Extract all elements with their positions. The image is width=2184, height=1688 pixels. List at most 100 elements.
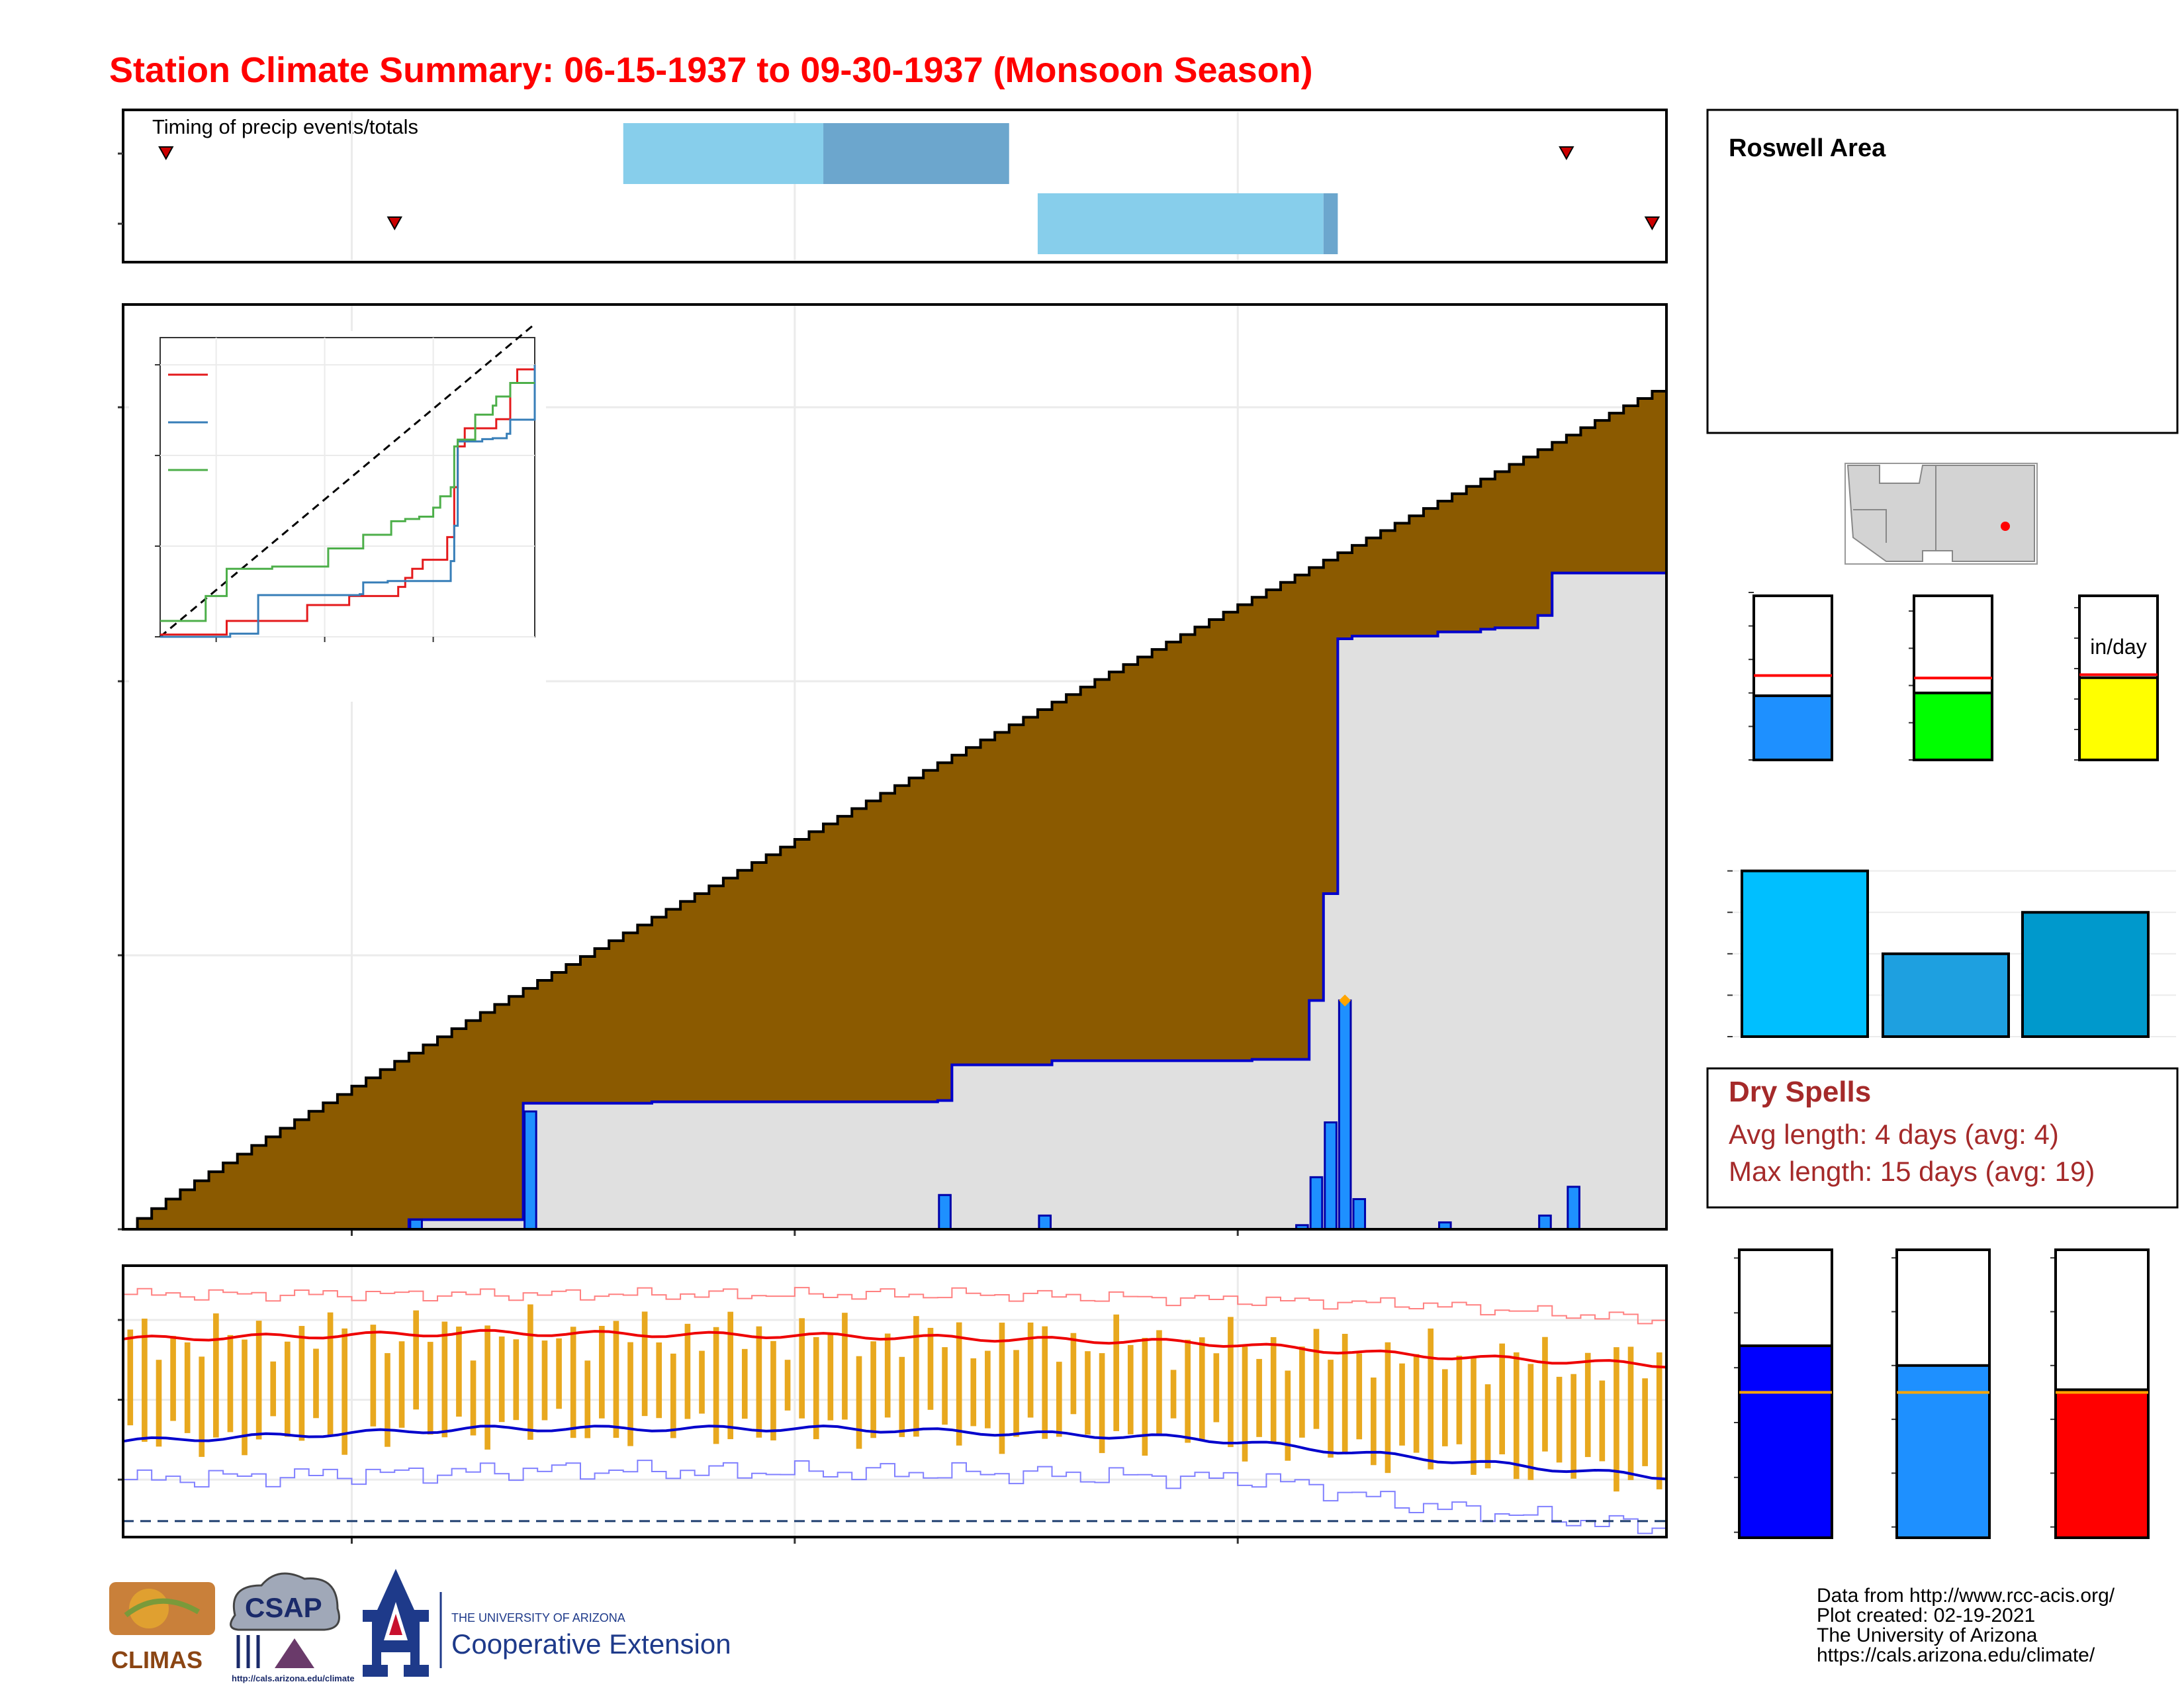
daily-temp-bar [756, 1326, 762, 1438]
daily-temp-bar [527, 1304, 533, 1440]
dry-spells-line-1: Avg length: 4 days (avg: 4) [1729, 1119, 2059, 1150]
daily-precip-bar [409, 1219, 423, 1231]
psum-value-unit: in/day [2090, 635, 2146, 659]
daily-temp-bar [284, 1341, 291, 1437]
inset-series-1935 [160, 365, 536, 636]
inset-series-1937 [160, 365, 536, 638]
footer-credits: Data from http://www.rcc-acis.org/ Plot … [1817, 1585, 2115, 1666]
daily-temp-bar [727, 1311, 734, 1440]
dry-spells-box: Dry Spells Avg length: 4 days (avg: 4) M… [1706, 1067, 2179, 1209]
daily-temp-bar [970, 1358, 977, 1427]
daily-temp-bar [1328, 1360, 1334, 1458]
precip-events-panel [1727, 861, 2184, 1039]
daily-temp-bar [1042, 1326, 1048, 1439]
daily-temp-bar [784, 1360, 791, 1411]
daily-temp-bar [942, 1347, 948, 1425]
page-title: Station Climate Summary: 06-15-1937 to 0… [109, 50, 1313, 90]
daily-temp-bar [1342, 1333, 1348, 1454]
daily-temp-bar [441, 1321, 448, 1438]
daily-temp-bar [1656, 1352, 1662, 1489]
precip-frame [122, 303, 1668, 1231]
tsum-bar-t-max [2054, 1388, 2150, 1539]
daily-temp-bar [242, 1339, 248, 1456]
daily-temp-bar [1285, 1370, 1291, 1461]
daily-temp-bar [1270, 1336, 1277, 1442]
daily-temp-bar [1099, 1353, 1105, 1454]
daily-temp-bar [913, 1316, 919, 1437]
psum-bar-intensity [2078, 676, 2159, 761]
daily-temp-bar [1627, 1346, 1634, 1480]
daily-temp-bar [413, 1310, 419, 1410]
dry-spells-line-2: Max length: 15 days (avg: 19) [1729, 1156, 2095, 1187]
daily-temp-bar [227, 1335, 234, 1432]
psum-bar-precip [1752, 694, 1833, 762]
daily-temp-bar [1484, 1384, 1491, 1469]
station-location-dot [2001, 522, 2010, 531]
daily-temp-bar [741, 1348, 748, 1419]
daily-temp-bar [656, 1342, 662, 1419]
daily-temp-bar [1056, 1362, 1062, 1437]
daily-temp-bar [427, 1342, 433, 1435]
timing-first-marker [387, 216, 402, 231]
daily-temp-bar [799, 1318, 805, 1419]
daily-temp-bar [1228, 1317, 1234, 1448]
ua-line-2: Cooperative Extension [451, 1628, 731, 1660]
daily-temp-bar [842, 1313, 848, 1420]
daily-temp-bar [341, 1328, 348, 1455]
daily-temp-bar [956, 1322, 962, 1446]
daily-precip-bar [1352, 1197, 1367, 1231]
daily-temp-bar [398, 1341, 405, 1428]
station-frame [1706, 109, 2179, 434]
daily-temp-bar [1441, 1369, 1448, 1446]
daily-temp-bar [556, 1338, 562, 1409]
daily-temp-bar [599, 1326, 605, 1419]
average-min-temp-line [122, 1425, 1667, 1481]
daily-temp-bar [627, 1342, 633, 1446]
daily-precip-bar [1538, 1214, 1552, 1231]
daily-temp-bar [1070, 1333, 1077, 1415]
daily-temp-bar [827, 1333, 834, 1421]
inset-frame [159, 337, 535, 637]
daily-temp-bar [1170, 1370, 1177, 1419]
daily-temp-bar [184, 1342, 191, 1433]
inset-average-line [159, 323, 535, 638]
timing-q25-q50-bar [623, 123, 824, 184]
daily-temp-bar [1385, 1342, 1391, 1474]
temps-panel [118, 1264, 1668, 1544]
daily-temp-bar [1542, 1336, 1548, 1452]
daily-precip-bar [1038, 1214, 1052, 1231]
station-info-box: Roswell Area [1706, 109, 2179, 434]
temps-frame [122, 1264, 1668, 1538]
daily-temp-bar [1213, 1353, 1220, 1423]
daily-temp-bar [327, 1312, 334, 1435]
daily-temp-bar [699, 1350, 705, 1414]
psum-bar-rain-days [1913, 691, 1993, 762]
average-cumulative-line [123, 390, 1666, 1231]
daily-temp-bar [1256, 1358, 1262, 1437]
station-name: Roswell Area [1729, 134, 1886, 162]
daily-temp-bar [484, 1325, 490, 1450]
daily-precip-bar [523, 1110, 537, 1231]
daily-temp-bar [298, 1326, 305, 1441]
daily-temp-bar [270, 1361, 277, 1417]
daily-temp-bar [1085, 1351, 1091, 1435]
daily-temp-bar [498, 1336, 505, 1423]
daily-temp-bar [1399, 1363, 1405, 1446]
footer-line-3: The University of Arizona [1817, 1624, 2038, 1646]
daily-temp-bar [370, 1325, 377, 1427]
events-clip [2176, 914, 2184, 953]
max-precip-marker [1339, 994, 1351, 1007]
footer-line-2: Plot created: 02-19-2021 [1817, 1605, 2035, 1626]
daily-temp-bar [199, 1356, 205, 1457]
daily-precip-bar [1338, 999, 1352, 1231]
daily-temp-bar [1371, 1377, 1377, 1466]
timing-clip [1668, 110, 1704, 263]
daily-temp-bar [541, 1340, 548, 1421]
events-bar-light [1741, 869, 1869, 1039]
timing-last-marker [1644, 216, 1661, 231]
timing-panel: Timing of precip events/totals [118, 109, 1704, 263]
daily-temp-bar [255, 1321, 262, 1440]
daily-temp-bar [670, 1353, 676, 1438]
climas-logo-text: CLIMAS [111, 1646, 203, 1673]
record-high-line [123, 1287, 1666, 1325]
